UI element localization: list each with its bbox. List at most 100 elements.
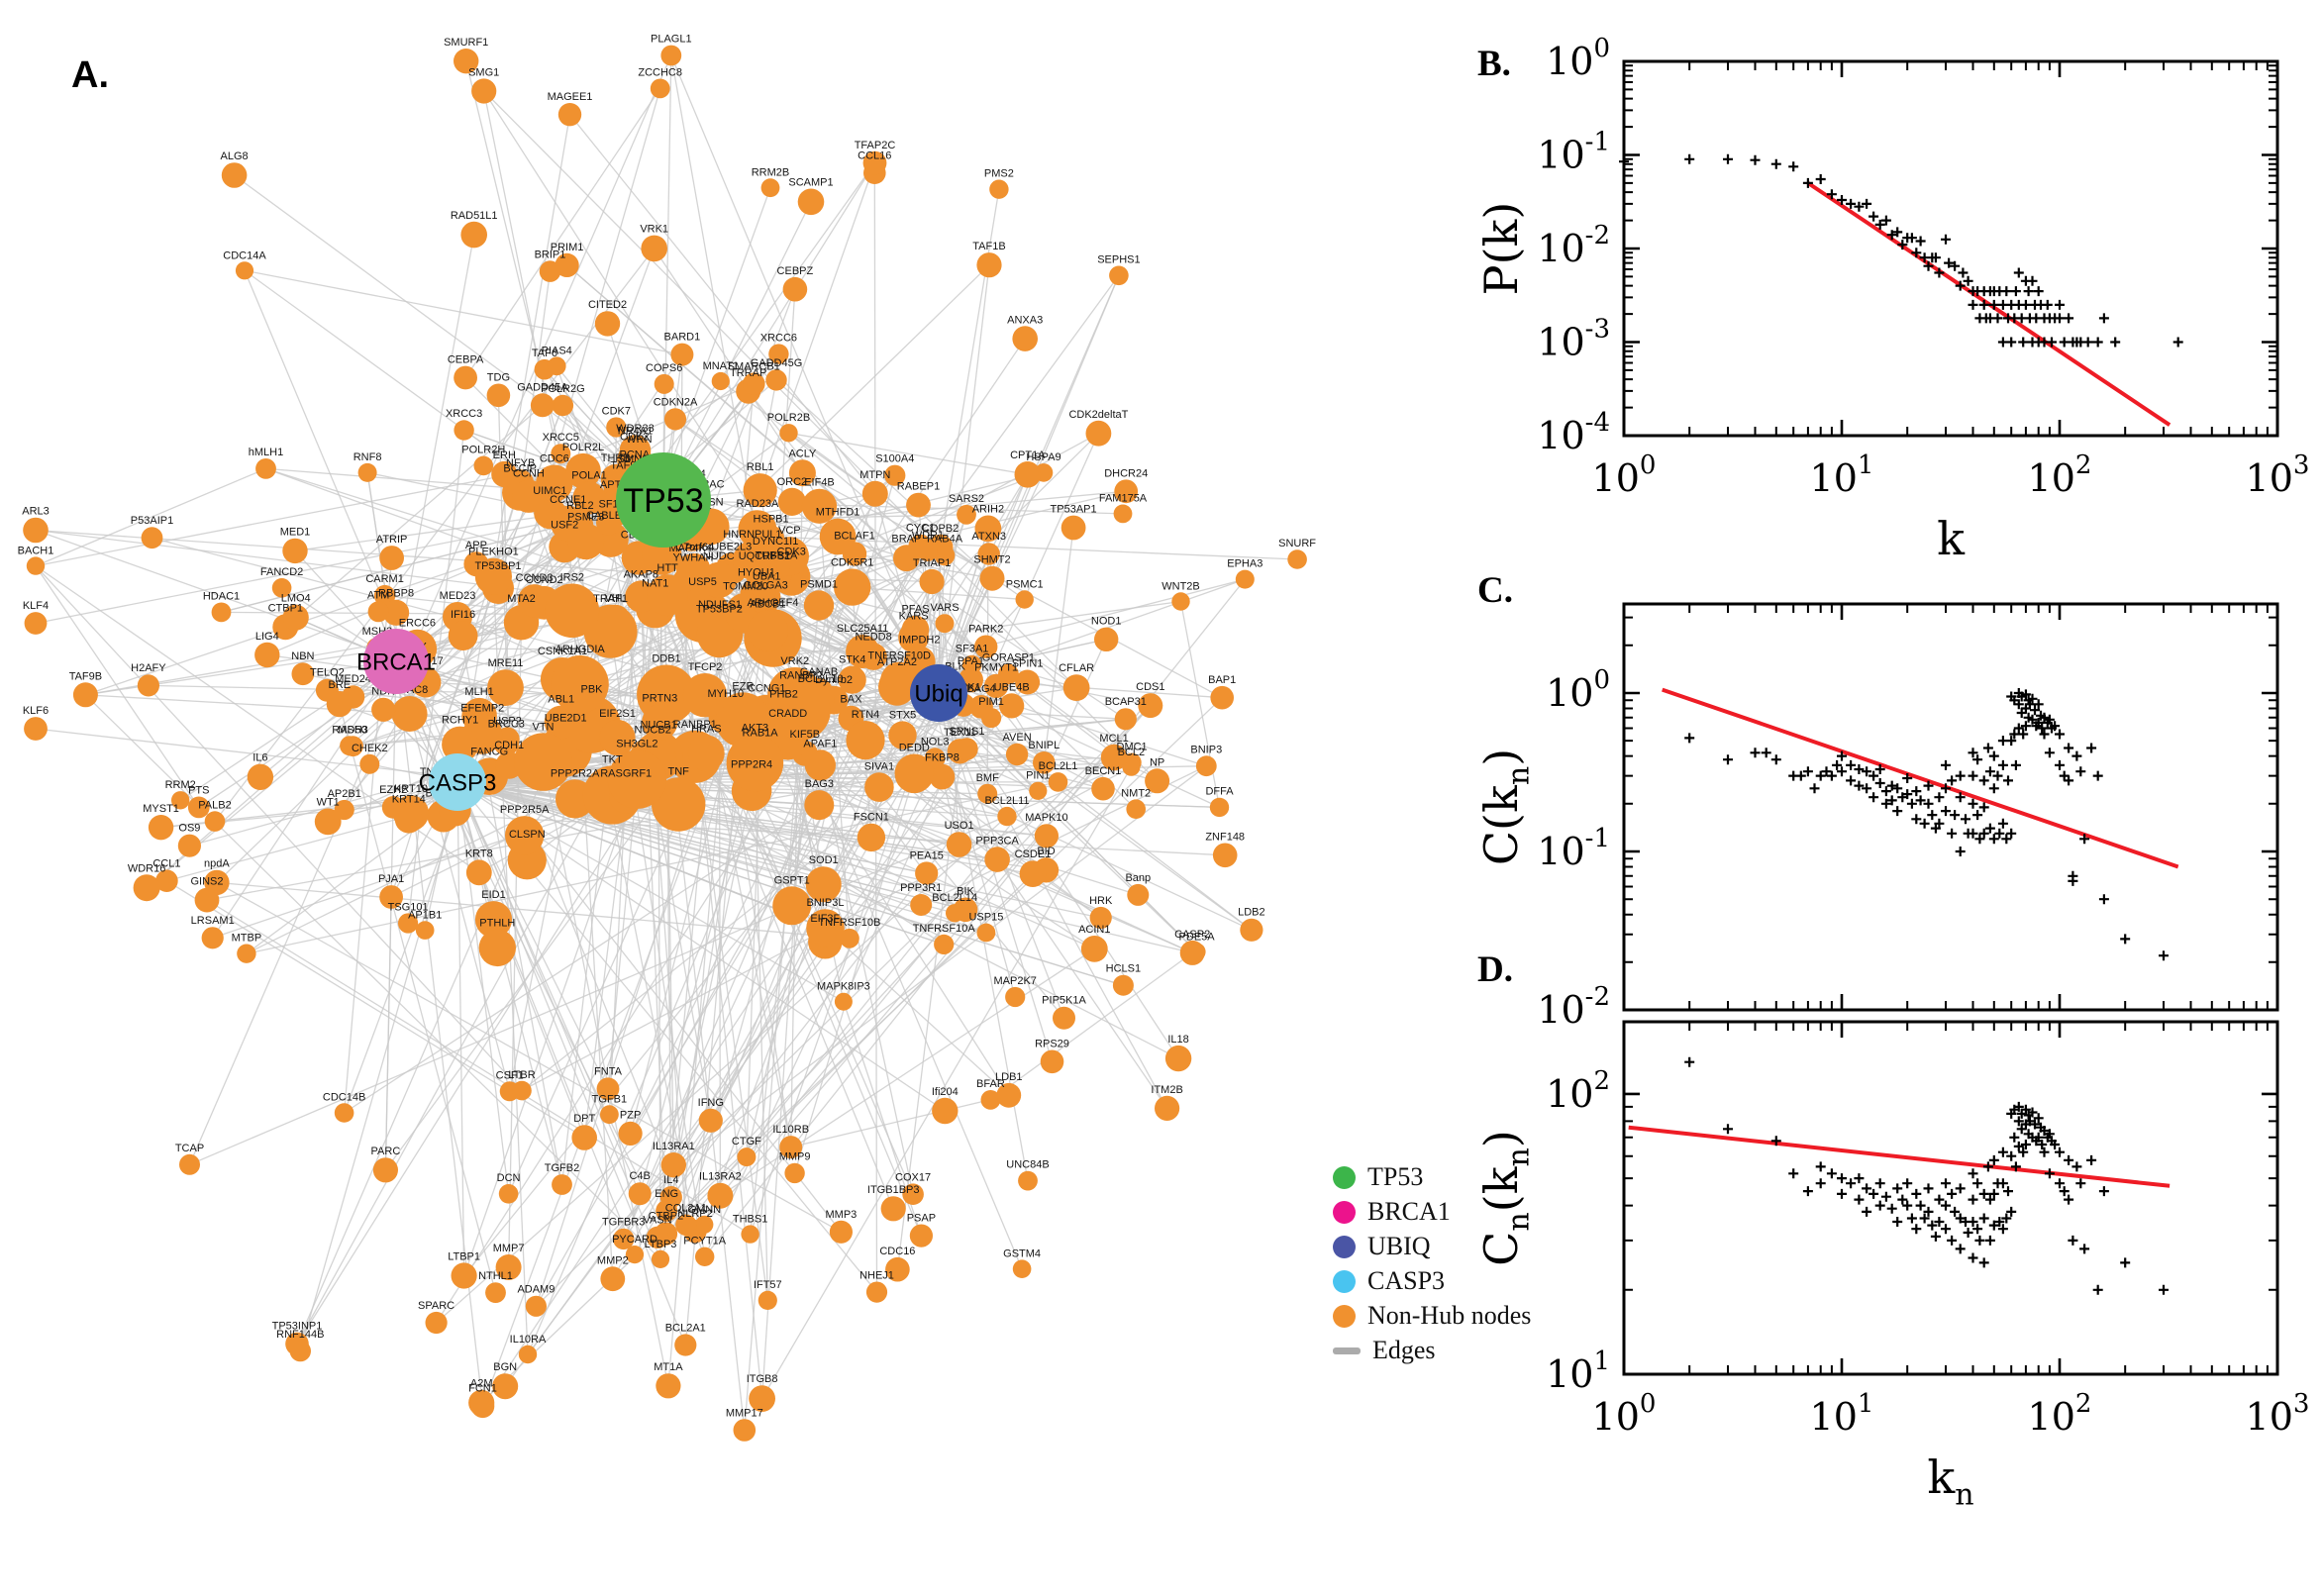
network-node	[544, 705, 578, 740]
network-node	[1014, 461, 1042, 488]
network-node-label: USP5	[688, 576, 717, 588]
network-node-label: GSTM4	[1003, 1247, 1041, 1259]
network-node-label: RBL1	[747, 461, 774, 473]
network-node-label: WDR33	[616, 423, 655, 435]
network-node	[460, 221, 488, 249]
network-node-label: HYOU1	[738, 566, 775, 578]
network-node	[1053, 1006, 1075, 1030]
network-node-label: UQCRFS1	[739, 550, 791, 562]
network-node	[551, 444, 571, 464]
legend-item-label: UBIQ	[1367, 1232, 1431, 1260]
network-node	[660, 1152, 686, 1178]
network-node	[782, 276, 808, 302]
network-node-label: NOD1	[1091, 616, 1122, 628]
network-node	[618, 1121, 643, 1146]
network-node	[1015, 590, 1034, 609]
network-node	[282, 538, 308, 564]
network-node-label: PPP3R1	[900, 882, 942, 894]
hub-node-label: CASP3	[419, 769, 497, 796]
network-node-label: ALG8	[221, 150, 249, 162]
scatter-points-C	[1684, 688, 2169, 961]
network-node-label: CDC14A	[223, 249, 266, 261]
network-node-label: FSCN1	[854, 812, 889, 824]
network-node	[211, 602, 232, 623]
network-node-label: NR4A1	[618, 425, 653, 437]
network-node-label: DMC1	[1117, 742, 1148, 753]
hub-node-casp3	[429, 753, 486, 811]
network-node	[26, 556, 46, 575]
network-node-label: CEBPZ	[777, 265, 814, 277]
network-node-label: IL4	[663, 1174, 678, 1186]
legend-item: BRCA1	[1333, 1199, 1531, 1225]
network-node	[829, 1220, 854, 1244]
network-node-label: TP53BP2	[696, 603, 743, 615]
network-node-label: MED1	[280, 527, 311, 539]
network-node	[565, 452, 601, 489]
network-node	[974, 515, 1002, 543]
network-node-label: SMG1	[468, 66, 499, 78]
network-node-label: SF3A1	[956, 644, 989, 655]
network-node	[946, 904, 964, 923]
network-node-label: PRTN3	[642, 692, 677, 704]
network-node	[552, 394, 574, 417]
network-node-label: MTHFD1	[816, 507, 860, 519]
network-node	[371, 697, 396, 722]
network-node-label: VASN	[643, 1215, 671, 1227]
network-node-label: MLH1	[464, 686, 493, 698]
network-node	[894, 753, 935, 794]
network-node	[24, 612, 48, 635]
network-node-label: CTBP2	[649, 1211, 683, 1223]
network-node	[641, 235, 667, 262]
network-node-label: COPB2	[922, 523, 959, 535]
network-node-label: PARC	[371, 1146, 401, 1157]
network-node	[1018, 1170, 1038, 1191]
network-node-label: IL6	[252, 752, 267, 764]
network-node	[485, 1282, 506, 1303]
network-node-label: LTBR	[508, 1069, 535, 1081]
network-node-label: ACLY	[788, 448, 817, 459]
network-node-label: BCCIP	[503, 462, 537, 474]
network-node-label: NUCB1	[640, 720, 676, 732]
network-node-label: ARHGDIA	[556, 644, 606, 655]
network-node-label: KRT8	[465, 848, 493, 860]
network-node-label: VRK1	[640, 224, 668, 236]
network-node-label: PIM1	[978, 696, 1004, 708]
network-node-label: RASGRF1	[600, 767, 652, 779]
network-node-label: PMS2	[984, 168, 1014, 180]
network-node-label: FANCG	[470, 747, 508, 758]
network-node	[442, 726, 479, 763]
network-node-label: APAF1	[803, 738, 837, 749]
network-node-label: C7orf64	[675, 542, 714, 553]
network-node	[606, 417, 627, 438]
network-node-label: DDB1	[652, 653, 680, 665]
network-node	[555, 252, 579, 277]
network-node-label: STK4	[839, 654, 866, 666]
network-node	[806, 909, 845, 948]
network-node	[545, 583, 600, 639]
network-node	[1062, 674, 1090, 701]
network-node-label: TUBB2A	[756, 550, 798, 562]
network-node-label: MYH10	[707, 688, 744, 700]
network-node	[1122, 757, 1141, 776]
network-node-label: ARIH2	[972, 504, 1004, 516]
network-node	[383, 599, 410, 626]
network-node-label: PSAP	[907, 1213, 936, 1225]
network-node	[1113, 504, 1133, 524]
axis-tick-label: 100	[1546, 34, 1610, 83]
network-node-label: S100A4	[875, 453, 914, 465]
axis-tick-label: 102	[2028, 1389, 2092, 1439]
network-node-label: DYNC1I1	[753, 536, 798, 548]
network-node	[908, 534, 933, 558]
network-node	[177, 834, 201, 857]
network-node-label: TGFBR3	[602, 1217, 645, 1229]
network-node	[857, 823, 886, 852]
network-node	[840, 928, 859, 948]
network-node-label: THBS1	[733, 1213, 767, 1225]
network-node	[652, 777, 706, 832]
network-node-label: PIN1	[1026, 770, 1050, 782]
network-node	[1114, 708, 1137, 731]
network-node-label: ATRIP	[376, 534, 408, 546]
network-node-label: EIF3F	[810, 913, 840, 925]
axis-tick-label: 10-4	[1537, 408, 1610, 457]
network-node-label: XRCC5	[543, 432, 579, 444]
